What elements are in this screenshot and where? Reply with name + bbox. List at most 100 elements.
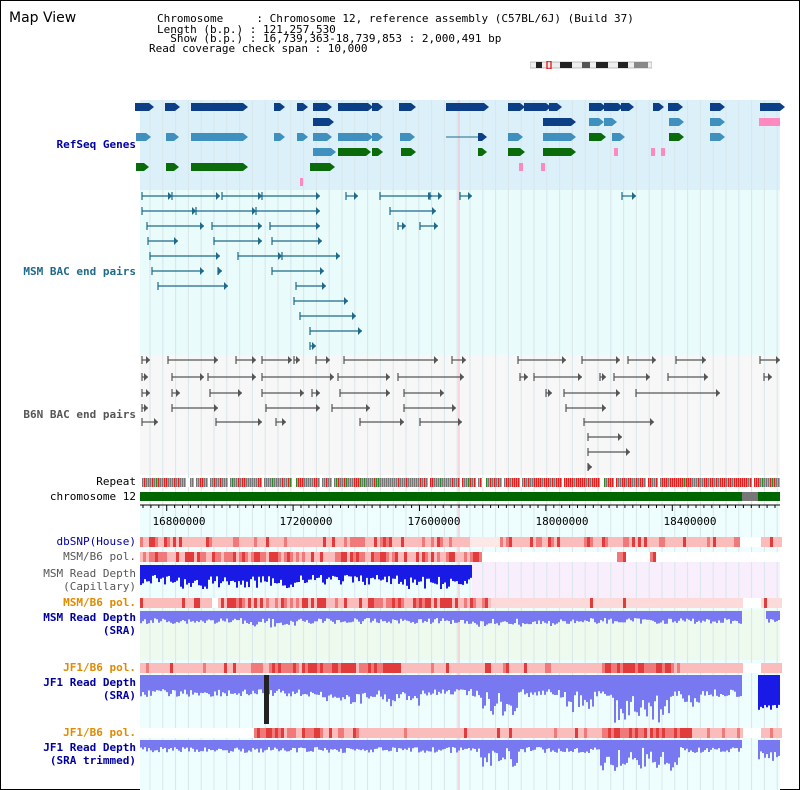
msm-sra-depth-bar xyxy=(496,611,498,624)
jf1-b6-pol-2-cell xyxy=(551,728,554,738)
msm-sra-depth-bar xyxy=(402,611,404,621)
jf1-trimmed-depth-bar xyxy=(226,740,228,751)
jf1-sra-depth-bar xyxy=(378,675,380,691)
jf1-trimmed-depth-bar xyxy=(244,740,246,753)
msm-b6-pol-2-cell xyxy=(377,598,380,608)
jf1-trimmed-depth-bar xyxy=(718,740,720,749)
msm-b6-pol-1-cell xyxy=(479,552,482,562)
msm-capillary-depth-bar xyxy=(280,565,282,580)
msm-sra-depth-bar xyxy=(378,611,380,624)
msm-sra-depth-bar xyxy=(644,611,646,620)
jf1-trimmed-depth-bar xyxy=(152,740,154,753)
msm-sra-depth-bar xyxy=(416,611,418,623)
jf1-b6-pol-1-cell xyxy=(194,663,197,673)
gene-arrow xyxy=(411,148,416,156)
jf1-sra-depth-bar xyxy=(546,675,548,692)
jf1-b6-pol-2-cell xyxy=(158,728,161,738)
msm-sra-depth-bar xyxy=(494,611,496,624)
msm-sra-depth-bar xyxy=(544,611,546,623)
jf1-sra-depth-bar xyxy=(164,675,166,691)
jf1-sra-depth-bar xyxy=(548,675,550,690)
msm-sra-depth-bar xyxy=(278,611,280,624)
jf1-b6-pol-2-cell xyxy=(242,728,245,738)
jf1-b6-pol-1-cell xyxy=(170,663,173,673)
msm-sra-depth-bar xyxy=(274,611,276,627)
msm-capillary-depth-bar xyxy=(296,565,298,583)
msm-sra-depth-bar xyxy=(634,611,636,619)
msm-b6-pol-1-cell xyxy=(677,552,680,562)
msm-sra-depth-bar xyxy=(384,611,386,622)
jf1-trimmed-depth-bar xyxy=(172,740,174,751)
gene-block xyxy=(372,133,378,141)
msm-sra-depth-bar xyxy=(556,611,558,624)
jf1-b6-pol-2-cell xyxy=(371,728,374,738)
gene-block xyxy=(313,103,327,111)
dbsnp-cell xyxy=(482,537,485,547)
jf1-b6-pol-1-cell xyxy=(509,663,512,673)
jf1-b6-pol-1-cell xyxy=(602,663,605,673)
msm-sra-depth-bar xyxy=(140,611,142,624)
msm-sra-depth-bar xyxy=(192,611,194,622)
jf1-b6-pol-2-cell xyxy=(746,728,749,738)
jf1-b6-pol-2-cell xyxy=(701,728,704,738)
b6n-bac-pair-arrow xyxy=(146,356,150,364)
jf1-trimmed-depth-bar xyxy=(466,740,468,749)
jf1-b6-pol-2-cell xyxy=(560,728,563,738)
msm-sra-depth-bar xyxy=(482,611,484,622)
jf1-trimmed-depth-bar xyxy=(608,740,610,757)
jf1-trimmed-depth-bar xyxy=(298,740,300,748)
msm-capillary-depth-bar xyxy=(350,565,352,577)
msm-sra-depth-bar xyxy=(160,611,162,622)
jf1-sra-depth-bar xyxy=(592,675,594,707)
dbsnp-cell xyxy=(554,537,557,547)
msm-capillary-depth-bar xyxy=(242,565,244,581)
gene-arrow xyxy=(520,103,525,111)
msm-b6-pol-2-cell xyxy=(269,598,272,608)
msm-b6-pol-2-cell xyxy=(653,598,656,608)
msm-b6-pol-1-cell xyxy=(365,552,368,562)
repeat-element xyxy=(534,478,536,487)
jf1-b6-pol-2-cell xyxy=(761,728,764,738)
jf1-b6-pol-2-cell xyxy=(692,728,695,738)
jf1-trimmed-depth-bar xyxy=(388,740,390,752)
msm-b6-pol-1-cell xyxy=(266,552,269,562)
jf1-trimmed-depth-bar xyxy=(644,740,646,767)
jf1-sra-depth-bar xyxy=(534,675,536,693)
msm-sra-depth-bar xyxy=(302,611,304,621)
dbsnp-cell xyxy=(581,537,584,547)
gene-block xyxy=(653,103,659,111)
msm-b6-pol-2-cell xyxy=(731,598,734,608)
jf1-trimmed-depth-bar xyxy=(210,740,212,751)
msm-b6-pol-1-cell xyxy=(701,552,704,562)
jf1-trimmed-depth-bar xyxy=(372,740,374,753)
repeat-element xyxy=(466,478,468,487)
label-chromosome: chromosome 12 xyxy=(49,490,136,503)
msm-b6-pol-2-cell xyxy=(371,598,374,608)
dbsnp-cell xyxy=(215,537,218,547)
msm-b6-pol-2-cell xyxy=(509,598,512,608)
jf1-b6-pol-2-cell xyxy=(185,728,188,738)
msm-capillary-depth-bar xyxy=(412,565,414,583)
msm-capillary-depth-bar xyxy=(394,565,396,579)
jf1-sra-depth-bar xyxy=(388,675,390,699)
jf1-b6-pol-2-cell xyxy=(653,728,656,738)
repeat-element xyxy=(424,478,426,487)
b6n-bac-pair-arrow xyxy=(154,418,158,426)
msm-sra-depth-bar xyxy=(530,611,532,625)
jf1-trimmed-depth-bar xyxy=(326,740,328,750)
jf1-b6-pol-1-cell xyxy=(647,663,650,673)
jf1-sra-depth-bar xyxy=(146,675,148,697)
jf1-b6-pol-1-cell xyxy=(434,663,437,673)
repeat-element xyxy=(756,478,758,487)
dbsnp-cell xyxy=(416,537,419,547)
gene-block xyxy=(669,133,679,141)
repeat-element xyxy=(768,478,770,487)
msm-b6-pol-1-cell xyxy=(440,552,443,562)
dbsnp-cell xyxy=(326,537,329,547)
repeat-element xyxy=(512,478,514,487)
jf1-trimmed-depth-bar xyxy=(634,740,636,759)
msm-b6-pol-2-cell xyxy=(149,598,152,608)
jf1-sra-depth-bar xyxy=(154,675,156,692)
msm-sra-depth-bar xyxy=(368,611,370,619)
